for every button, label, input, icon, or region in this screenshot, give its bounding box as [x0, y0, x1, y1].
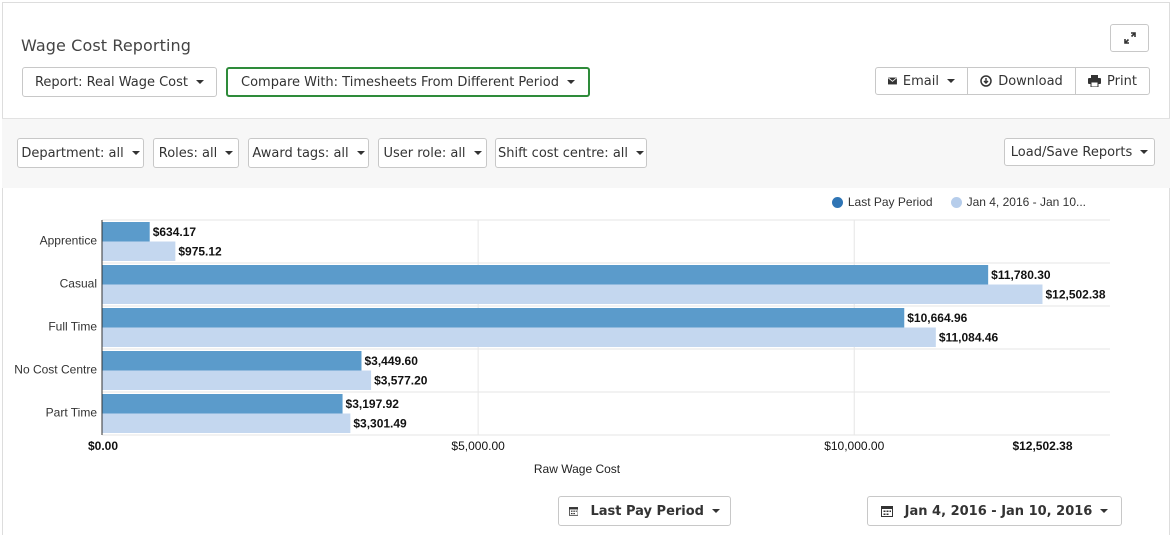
- email-button[interactable]: Email: [875, 67, 968, 95]
- print-label: Print: [1107, 73, 1137, 89]
- download-icon: [980, 75, 992, 87]
- x-tick-label: $12,502.38: [1012, 439, 1072, 453]
- bar-last-pay-period-full-time[interactable]: [102, 308, 905, 328]
- user-role-filter[interactable]: User role: all: [378, 138, 487, 168]
- x-tick-label: $0.00: [88, 439, 118, 453]
- department-filter[interactable]: Department: all: [17, 138, 144, 168]
- award-tags-filter-label: Award tags: all: [252, 145, 349, 161]
- legend-label-series-2: Jan 4, 2016 - Jan 10...: [966, 195, 1086, 209]
- caret-down-icon: [473, 151, 482, 155]
- bar-comparison-apprentice[interactable]: [102, 241, 176, 262]
- data-label: $3,449.60: [364, 354, 418, 368]
- x-tick-label: $5,000.00: [451, 439, 505, 453]
- x-tick-label: $10,000.00: [824, 439, 884, 453]
- export-button-group: Email Download Print: [875, 67, 1150, 95]
- bar-comparison-full-time[interactable]: [102, 327, 936, 348]
- bar-comparison-casual[interactable]: [102, 284, 1043, 305]
- roles-filter[interactable]: Roles: all: [153, 138, 239, 168]
- bar-comparison-no-cost-centre[interactable]: [102, 370, 372, 391]
- bar-comparison-part-time[interactable]: [102, 413, 351, 434]
- legend-item-series-1[interactable]: Last Pay Period: [831, 195, 933, 209]
- load-save-reports-button[interactable]: Load/Save Reports: [1004, 138, 1155, 166]
- download-button[interactable]: Download: [967, 67, 1076, 95]
- data-label: $10,664.96: [907, 311, 967, 325]
- x-axis-title: Raw Wage Cost: [534, 462, 621, 476]
- caret-down-icon: [131, 151, 140, 155]
- data-label: $975.12: [178, 244, 222, 258]
- legend-item-series-2[interactable]: Jan 4, 2016 - Jan 10...: [950, 195, 1086, 209]
- report-dropdown[interactable]: Report: Real Wage Cost: [22, 67, 217, 97]
- data-label: $12,502.38: [1045, 287, 1105, 301]
- report-dropdown-label: Report: Real Wage Cost: [34, 74, 189, 90]
- department-filter-label: Department: all: [21, 145, 124, 161]
- printer-icon: [1088, 75, 1102, 87]
- compare-dropdown-label: Compare With: Timesheets From Different …: [241, 74, 559, 90]
- data-label: $3,577.20: [374, 373, 428, 387]
- category-label: Part Time: [46, 406, 98, 420]
- shift-cost-centre-filter[interactable]: Shift cost centre: all: [495, 138, 647, 168]
- caret-down-icon: [636, 151, 645, 155]
- load-save-reports-label: Load/Save Reports: [1010, 144, 1133, 160]
- last-pay-period-dropdown[interactable]: Last Pay Period: [558, 496, 731, 526]
- bar-last-pay-period-apprentice[interactable]: [102, 222, 150, 242]
- bar-last-pay-period-casual[interactable]: [102, 265, 989, 285]
- data-label: $11,084.46: [939, 330, 999, 344]
- caret-down-icon: [712, 509, 720, 513]
- user-role-filter-label: User role: all: [383, 145, 466, 161]
- compare-dropdown[interactable]: Compare With: Timesheets From Different …: [226, 67, 590, 97]
- data-label: $3,197.92: [346, 397, 400, 411]
- date-range-dropdown[interactable]: Jan 4, 2016 - Jan 10, 2016: [867, 496, 1122, 526]
- bar-last-pay-period-no-cost-centre[interactable]: [102, 351, 362, 371]
- download-label: Download: [998, 73, 1063, 89]
- caret-down-icon: [1140, 150, 1149, 154]
- roles-filter-label: Roles: all: [158, 145, 218, 161]
- envelope-icon: [888, 77, 897, 85]
- caret-down-icon: [947, 79, 955, 83]
- print-button[interactable]: Print: [1075, 67, 1150, 95]
- caret-down-icon: [356, 151, 365, 155]
- category-label: Apprentice: [40, 234, 98, 248]
- email-label: Email: [902, 73, 939, 89]
- category-label: Casual: [60, 277, 97, 291]
- caret-down-icon: [1100, 509, 1109, 513]
- calendar-icon: [569, 507, 579, 516]
- page-title: Wage Cost Reporting: [21, 36, 192, 55]
- date-range-label: Jan 4, 2016 - Jan 10, 2016: [904, 503, 1093, 519]
- category-label: No Cost Centre: [14, 363, 97, 377]
- shift-cost-centre-filter-label: Shift cost centre: all: [497, 145, 629, 161]
- expand-icon: [1123, 32, 1136, 44]
- data-label: $634.17: [153, 225, 197, 239]
- legend-swatch-series-2: [950, 196, 962, 208]
- category-label: Full Time: [48, 320, 97, 334]
- data-label: $3,301.49: [353, 416, 407, 430]
- last-pay-period-label: Last Pay Period: [590, 503, 704, 519]
- legend-label-series-1: Last Pay Period: [847, 195, 933, 209]
- caret-down-icon: [566, 80, 575, 84]
- expand-button[interactable]: [1110, 24, 1149, 52]
- award-tags-filter[interactable]: Award tags: all: [248, 138, 369, 168]
- caret-down-icon: [196, 80, 205, 84]
- legend-swatch-series-1: [831, 196, 843, 208]
- caret-down-icon: [225, 151, 234, 155]
- data-label: $11,780.30: [991, 268, 1051, 282]
- bar-chart: $634.17 $975.12 Apprentice $11,780.30 $12,50…: [14, 219, 1110, 476]
- chart-legend: Last Pay Period Jan 4, 2016 - Jan 10...: [831, 195, 1086, 209]
- calendar-icon: [880, 506, 893, 517]
- bar-last-pay-period-part-time[interactable]: [102, 394, 343, 414]
